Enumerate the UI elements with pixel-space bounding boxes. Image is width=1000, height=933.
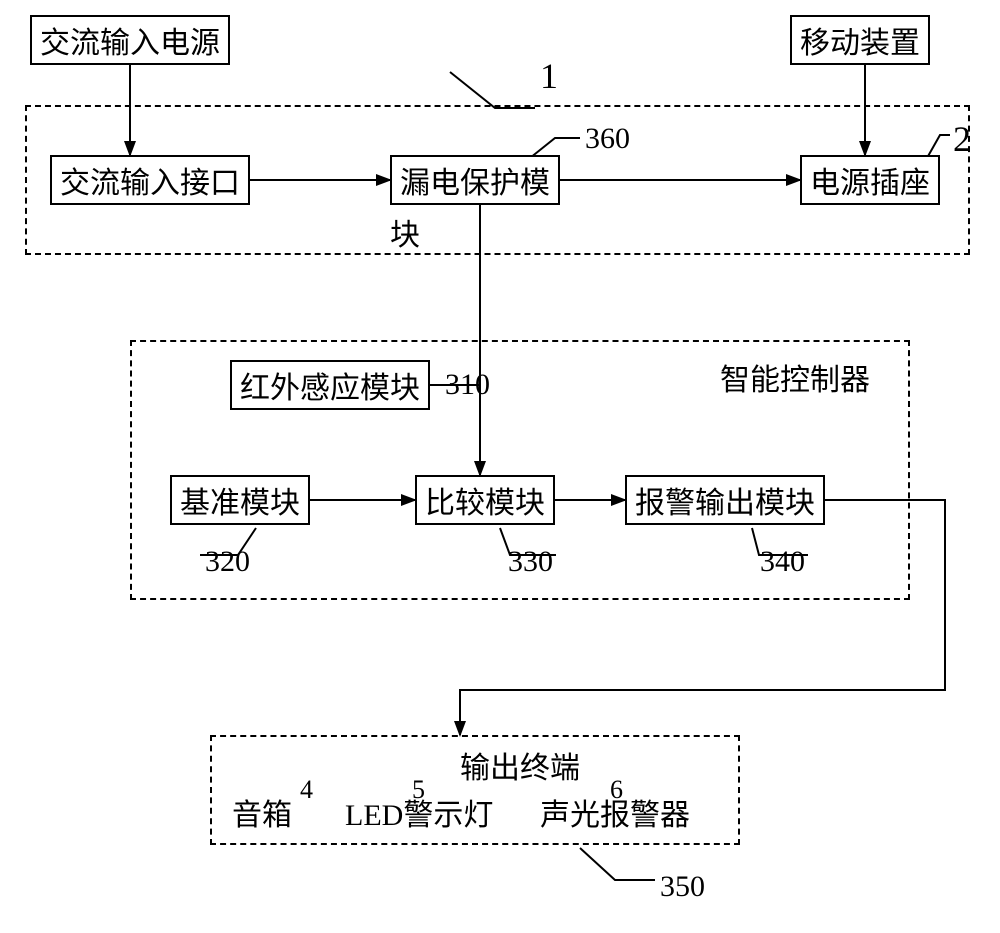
label-ref_350: 350	[660, 870, 705, 904]
label-ref_2: 2	[953, 118, 971, 160]
label-ref_320: 320	[205, 545, 250, 579]
label-ref_1: 1	[540, 55, 558, 97]
node-ac_input_iface: 交流输入接口	[50, 155, 250, 205]
node-ref_module: 基准模块	[170, 475, 310, 525]
label-ref_330: 330	[508, 545, 553, 579]
label-ref_310: 310	[445, 368, 490, 402]
label-ref_360: 360	[585, 122, 630, 156]
diagram-stage: 交流输入电源 移动装置交流输入接口 漏电保护模 电源插座红外感应模块基准模块 比较模块 报…	[0, 0, 1000, 933]
label-led_num: 5	[412, 775, 425, 805]
node-ir_module: 红外感应模块	[230, 360, 430, 410]
node-compare_module: 比较模块	[415, 475, 555, 525]
node-leakage_module: 漏电保护模	[390, 155, 560, 205]
label-speaker_num: 4	[300, 775, 313, 805]
node-alarm_out_module: 报警输出模块	[625, 475, 825, 525]
label-ref_340: 340	[760, 545, 805, 579]
label-sl_num: 6	[610, 775, 623, 805]
node-mobile_device: 移动装置	[790, 15, 930, 65]
node-power_socket: 电源插座	[800, 155, 940, 205]
label-speaker: 音箱	[232, 790, 292, 834]
label-smart_ctrl: 智能控制器	[720, 355, 870, 399]
label-kuai: 块	[390, 210, 420, 254]
label-out_terminal: 输出终端	[460, 743, 580, 787]
node-ac_input_power: 交流输入电源	[30, 15, 230, 65]
